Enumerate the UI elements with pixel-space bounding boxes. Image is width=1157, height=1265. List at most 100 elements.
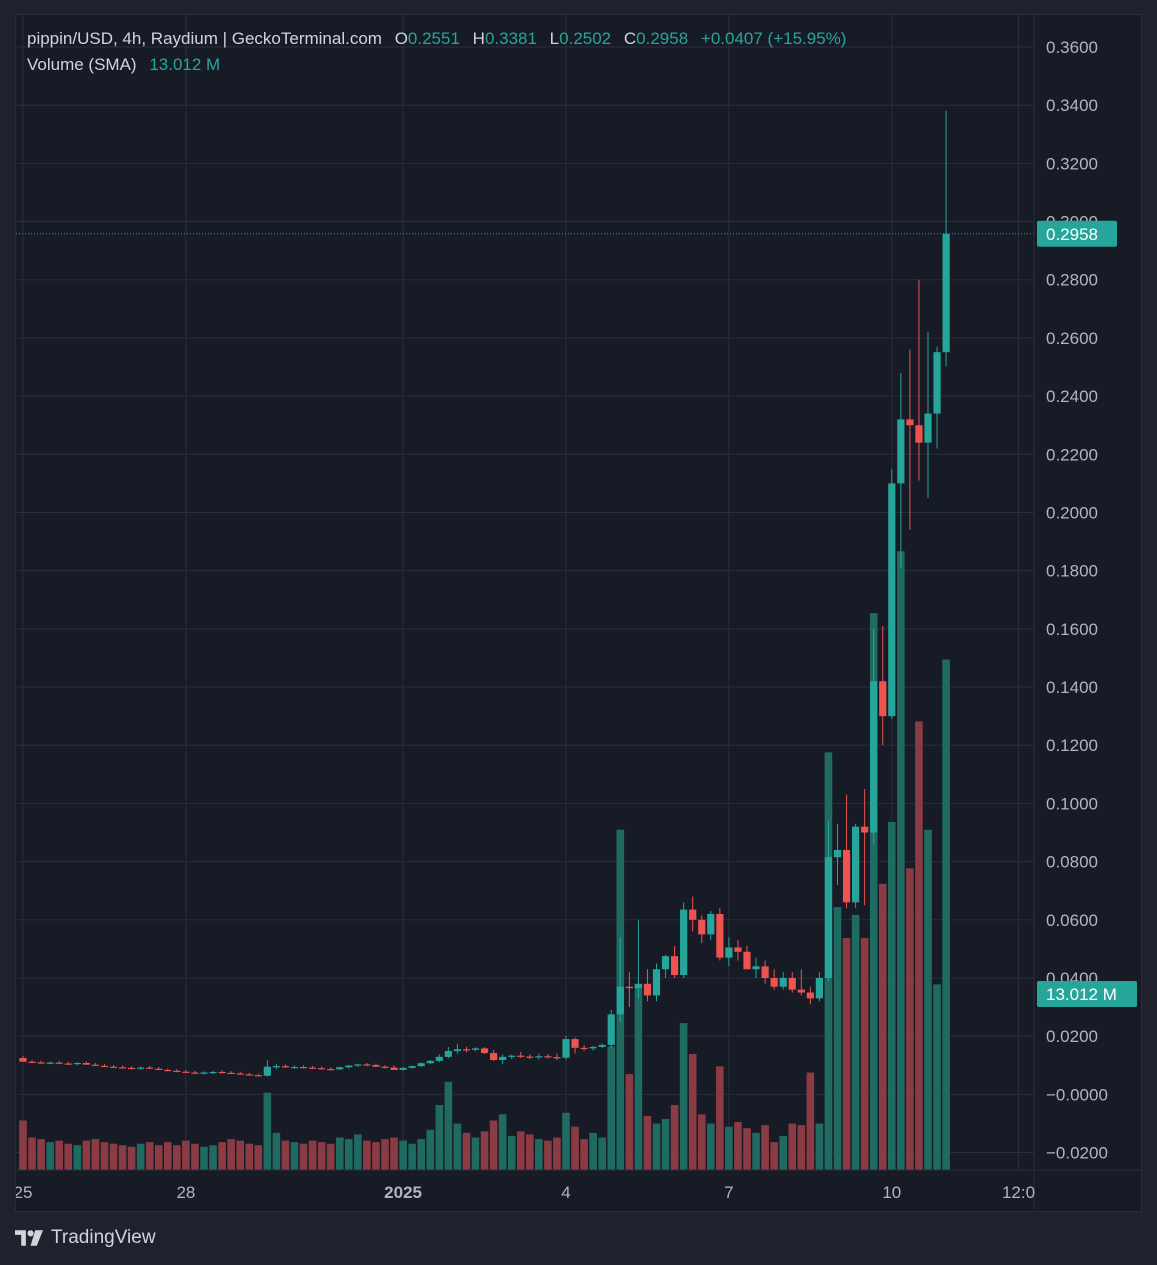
candle-body (55, 1062, 63, 1064)
volume-bar (154, 1145, 163, 1170)
volume-bar (64, 1143, 73, 1170)
candle-body (191, 1072, 199, 1074)
candle-body (797, 989, 805, 993)
candle-body (861, 826, 869, 833)
candle-body (824, 857, 833, 978)
volume-bar (607, 1046, 616, 1170)
volume-bar (661, 1118, 670, 1170)
volume-bar (471, 1137, 480, 1170)
volume-bar (209, 1145, 217, 1170)
high-label: H (472, 29, 485, 48)
price-tick-label: 0.0800 (1046, 853, 1098, 872)
volume-bar (182, 1140, 190, 1170)
volume-bar (507, 1135, 516, 1170)
candle-body (290, 1067, 299, 1069)
time-tick-label: 10 (882, 1183, 901, 1202)
volume-bar (272, 1132, 281, 1170)
candle-body (870, 681, 878, 833)
candle-body (435, 1056, 443, 1061)
volume-bar (82, 1140, 91, 1170)
volume-tag[interactable]: 13.012 M (1037, 981, 1137, 1007)
symbol-info[interactable]: pippin/USD, 4h, Raydium | GeckoTerminal.… (27, 29, 382, 48)
candle-body (734, 947, 742, 952)
candle-body (128, 1067, 136, 1070)
volume-bar (91, 1139, 100, 1170)
change-value: +0.0407 (+15.95%) (700, 29, 847, 48)
volume-bar (752, 1132, 760, 1170)
volume-bar (399, 1140, 407, 1170)
volume-bar (625, 1074, 634, 1170)
volume-bar (227, 1139, 235, 1170)
price-tick-label: 0.2200 (1046, 445, 1098, 464)
candle-body (327, 1069, 335, 1071)
candle-body (924, 413, 932, 443)
candle-body (137, 1067, 145, 1069)
candle-body (28, 1061, 36, 1063)
volume-bar (37, 1139, 45, 1170)
candle-body (73, 1062, 81, 1065)
candle-body (100, 1065, 109, 1068)
candle-body (372, 1064, 380, 1067)
volume-bar (435, 1105, 444, 1170)
candle-body (707, 913, 715, 935)
candle-body (942, 233, 950, 353)
volume-bar (888, 821, 896, 1170)
volume-bars (19, 551, 950, 1170)
candle-body (815, 977, 823, 999)
price-tick-label: −0.0200 (1046, 1144, 1108, 1163)
volume-bar (815, 1123, 824, 1170)
candle-body (806, 992, 814, 999)
volume-bar (381, 1139, 389, 1170)
volume-bar (73, 1145, 82, 1170)
candle-body (173, 1070, 181, 1072)
volume-bar (498, 1114, 507, 1170)
candle-body (906, 419, 914, 426)
price-tick-label: 0.2600 (1046, 329, 1098, 348)
volume-bar (788, 1123, 797, 1170)
volume-bar (806, 1072, 815, 1170)
volume-bar (444, 1081, 453, 1170)
candle-body (779, 977, 787, 987)
volume-bar (164, 1142, 172, 1170)
price-tick-label: 0.1200 (1046, 736, 1098, 755)
volume-bar (915, 721, 923, 1170)
candle-body (680, 909, 688, 976)
price-tick-label: 0.1800 (1046, 562, 1098, 581)
candle-body (471, 1048, 480, 1050)
volume-bar (716, 1066, 724, 1170)
volume-bar (652, 1123, 661, 1170)
volume-bar (670, 1105, 679, 1170)
tradingview-branding[interactable]: TradingView (15, 1227, 156, 1249)
ohlc-legend: pippin/USD, 4h, Raydium | GeckoTerminal.… (27, 29, 846, 49)
volume-bar (390, 1137, 398, 1170)
candle-body (118, 1067, 127, 1069)
volume-bar (725, 1126, 733, 1170)
last-price-tag-text: 0.2958 (1046, 225, 1098, 244)
volume-legend[interactable]: Volume (SMA) 13.012 M (27, 55, 220, 75)
time-axis-labels: 25 28 2025 4 7 10 12:0 (16, 1183, 1035, 1202)
volume-bar (345, 1139, 353, 1170)
volume-bar (589, 1132, 597, 1170)
candle-body (526, 1056, 534, 1058)
volume-bar (869, 613, 878, 1170)
candle-body (580, 1047, 588, 1050)
volume-bar (516, 1131, 525, 1170)
candlestick-chart[interactable]: 0.36000.34000.32000.30000.28000.26000.24… (16, 15, 1141, 1211)
candle-body (616, 986, 624, 1015)
volume-bar (245, 1143, 254, 1170)
candle-body (91, 1064, 99, 1066)
volume-bar (417, 1139, 425, 1170)
candle-body (453, 1049, 461, 1052)
last-price-tag[interactable]: 0.2958 (1037, 220, 1117, 247)
chart-frame[interactable]: 0.36000.34000.32000.30000.28000.26000.24… (15, 14, 1142, 1212)
candle-body (408, 1066, 416, 1068)
volume-bar (317, 1142, 326, 1170)
candle-body (272, 1066, 280, 1068)
low-label: L (549, 29, 560, 48)
volume-bar (290, 1142, 299, 1170)
candle-body (354, 1064, 362, 1066)
candle-body (263, 1066, 271, 1076)
candle-body (254, 1075, 262, 1077)
volume-bar (697, 1114, 706, 1170)
volume-bar (19, 1120, 27, 1170)
